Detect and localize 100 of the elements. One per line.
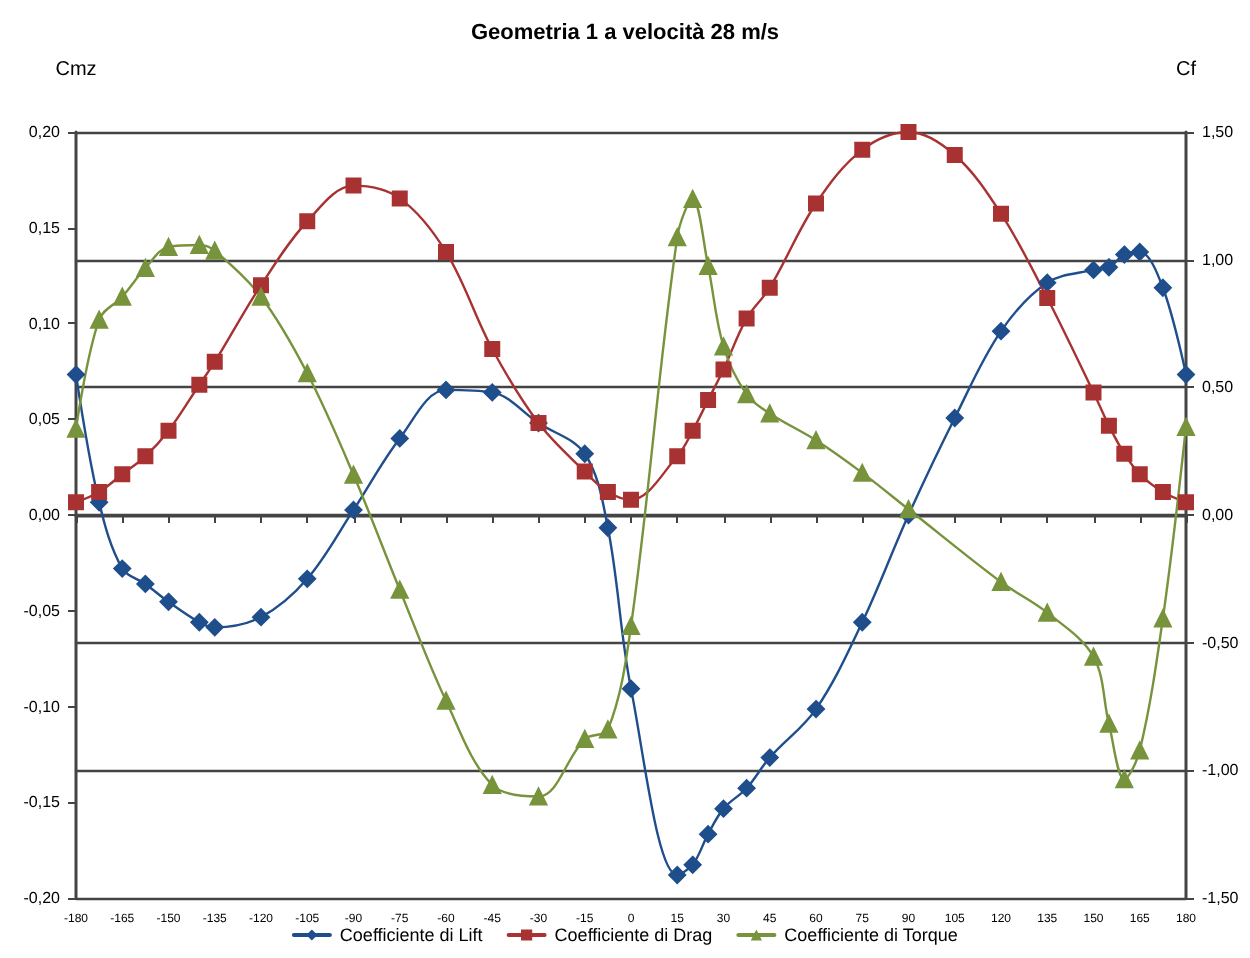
point	[622, 679, 640, 698]
point	[854, 141, 871, 158]
point	[623, 491, 639, 508]
point	[714, 337, 733, 356]
point	[252, 287, 270, 306]
point	[438, 244, 454, 261]
y2-axis-title: Cf	[1176, 59, 1197, 81]
point	[1099, 714, 1118, 733]
point	[807, 431, 825, 450]
y-tick-label: -0,15	[23, 793, 62, 812]
point	[1178, 494, 1194, 511]
point	[252, 608, 270, 627]
point	[599, 484, 616, 501]
legend-label: Coefficiente di Lift	[339, 925, 484, 945]
point	[160, 422, 177, 439]
point	[1084, 260, 1103, 279]
point	[1100, 417, 1117, 434]
y2-tick-label: -1,50	[1202, 889, 1240, 907]
point	[253, 277, 269, 294]
point	[1116, 445, 1133, 462]
point	[575, 444, 594, 463]
point	[683, 190, 702, 209]
legend-label: Coefficiente di Torque	[784, 925, 958, 945]
legend-label: Coefficiente di Drag	[554, 925, 713, 945]
point	[760, 748, 779, 767]
point	[1177, 365, 1195, 384]
y2-tick-label: 1,00	[1202, 250, 1235, 269]
y2-tick-label: 1,50	[1202, 123, 1235, 141]
point	[299, 213, 316, 230]
point	[900, 124, 917, 140]
point	[298, 569, 317, 588]
point	[437, 380, 455, 399]
point	[576, 463, 593, 480]
point	[714, 799, 733, 818]
point	[484, 341, 501, 358]
point	[113, 559, 132, 578]
point	[668, 228, 687, 247]
point	[761, 279, 778, 296]
point	[737, 779, 756, 798]
point	[992, 322, 1010, 341]
y2-tick-label: 0,00	[1202, 506, 1235, 524]
point	[853, 463, 872, 482]
point	[344, 465, 363, 484]
point	[1130, 741, 1149, 760]
point	[699, 257, 718, 276]
y2-tick-label: -1,00	[1202, 761, 1240, 780]
point	[206, 353, 223, 370]
point	[575, 730, 594, 749]
point	[1085, 384, 1102, 401]
point	[67, 365, 85, 384]
point	[191, 376, 208, 393]
point	[1130, 243, 1149, 262]
point	[1153, 278, 1172, 297]
point	[683, 855, 702, 874]
point	[68, 494, 84, 511]
point	[684, 422, 701, 439]
point	[437, 691, 455, 710]
point	[190, 235, 209, 254]
point	[345, 177, 362, 194]
point	[67, 419, 85, 438]
point	[298, 364, 317, 383]
point	[1039, 289, 1056, 306]
point	[1115, 770, 1134, 789]
point	[700, 392, 717, 409]
point	[137, 448, 154, 465]
y-tick-label: 0,10	[28, 314, 62, 333]
point	[390, 429, 409, 448]
point	[113, 287, 132, 306]
point	[159, 237, 178, 256]
point	[1153, 609, 1172, 628]
point	[390, 580, 409, 599]
point	[715, 361, 732, 378]
point	[598, 720, 617, 739]
point	[91, 484, 108, 501]
y-tick-label: 0,00	[28, 506, 62, 524]
point	[190, 613, 209, 632]
point	[1115, 245, 1134, 264]
point	[808, 195, 824, 212]
y-tick-label: -0,20	[23, 889, 62, 907]
point	[1154, 484, 1171, 501]
chart-title: Geometria 1 a velocità 28 m/s	[470, 21, 780, 45]
point	[760, 404, 779, 423]
point	[344, 500, 363, 519]
point	[159, 592, 178, 611]
y-tick-label: -0,05	[23, 601, 62, 620]
point	[1131, 466, 1148, 483]
point	[1038, 273, 1057, 292]
point	[483, 776, 502, 795]
y-axis-title: Cmz	[55, 59, 97, 81]
point	[738, 310, 755, 327]
point	[90, 310, 109, 329]
point	[669, 448, 686, 465]
point	[668, 866, 687, 885]
point	[807, 700, 825, 719]
point	[699, 825, 718, 844]
y-tick-label: 0,20	[28, 123, 62, 141]
y2-tick-label: 0,50	[1202, 378, 1235, 397]
point	[205, 241, 224, 260]
point	[136, 258, 155, 277]
point	[598, 518, 617, 537]
